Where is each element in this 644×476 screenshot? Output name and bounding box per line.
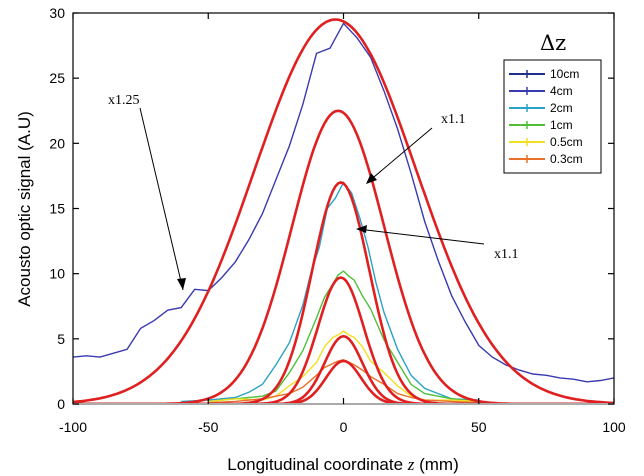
y-tick-label: 25 [49,70,65,86]
annotation-arrow-x1-25 [139,107,184,291]
tick-layer: -100 -50 0 50 100 0 5 10 15 20 25 30 [49,5,625,435]
legend: Δz 10cm 4cm 2cm 1cm 0.5cm 0.3cm [503,31,602,174]
y-tick-label: 15 [49,201,65,217]
annotation-arrow-x1-1-upper [367,127,433,183]
fit-curve-6 [73,359,614,404]
annotation-label-x1-1-upper: x1.1 [441,112,466,127]
legend-box [503,59,602,174]
annotation-label-x1-25: x1.25 [108,93,140,108]
y-tick-label: 5 [57,331,65,347]
x-tick-label: -100 [59,419,87,435]
annotation-arrowhead-x1-1-lower [356,225,367,233]
y-axis-title: Acousto optic signal (A.U) [15,111,34,307]
series-line-2cm [181,181,479,403]
y-tick-label: 10 [49,266,65,282]
legend-label-4cm: 4cm [550,84,573,98]
legend-title: Δz [540,31,566,55]
legend-label-1cm: 1cm [550,118,573,132]
annotation-arrowhead-x1-1-upper [366,173,377,184]
legend-label-0.5cm: 0.5cm [550,135,583,149]
x-tick-label: 50 [471,419,487,435]
fit-curve-4 [73,276,614,404]
annotation-layer: x1.25 x1.1 x1.1 [108,93,519,291]
series-line-0.5cm [208,330,479,403]
x-axis-title: Longitudinal coordinate z (mm) [227,455,459,474]
x-tick-label: -50 [198,419,218,435]
series-line-1cm [208,270,479,403]
legend-label-2cm: 2cm [550,101,573,115]
y-tick-label: 0 [57,396,65,412]
y-tick-label: 20 [49,135,65,151]
legend-label-0.3cm: 0.3cm [550,152,583,166]
annotation-arrow-x1-1-lower [357,228,485,245]
fit-curve-3 [73,181,614,404]
annotation-arrowhead-x1-25 [177,278,186,290]
series-line-4cm [73,22,614,383]
y-tick-label: 30 [49,5,65,21]
legend-label-10cm: 10cm [550,67,579,81]
annotation-label-x1-1-lower: x1.1 [494,247,519,262]
x-tick-label: 0 [340,419,348,435]
fit-curve-5 [73,334,614,404]
fit-curve-1 [73,18,614,404]
x-tick-label: 100 [602,419,626,435]
